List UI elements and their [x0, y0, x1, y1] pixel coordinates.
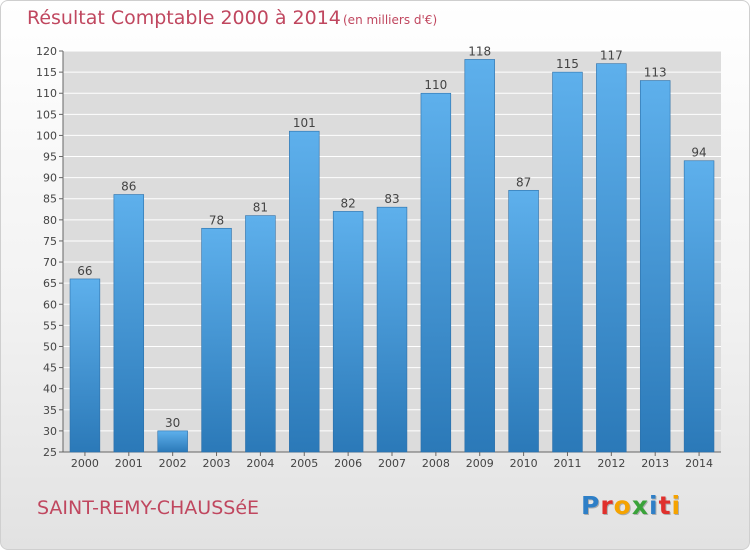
x-tick-label: 2002	[159, 457, 187, 470]
y-tick-label: 55	[43, 319, 57, 332]
x-tick-label: 2001	[115, 457, 143, 470]
y-tick-label: 85	[43, 193, 57, 206]
y-tick-label: 35	[43, 404, 57, 417]
x-tick-label: 2000	[71, 457, 99, 470]
logo-letter: i	[671, 491, 682, 520]
bar	[420, 92, 452, 453]
x-tick-label: 2003	[203, 457, 231, 470]
data-label: 66	[77, 264, 92, 278]
y-tick-label: 75	[43, 235, 57, 248]
y-tick-label: 60	[43, 298, 57, 311]
data-label: 117	[600, 49, 623, 63]
data-label: 86	[121, 180, 136, 194]
y-tick-label: 90	[43, 172, 57, 185]
bar	[245, 215, 276, 453]
x-tick-label: 2012	[597, 457, 625, 470]
y-tick-label: 110	[36, 87, 57, 100]
logo-letter: P	[581, 491, 601, 520]
y-tick-label: 120	[36, 45, 57, 58]
x-tick-label: 2009	[466, 457, 494, 470]
x-tick-label: 2004	[246, 457, 274, 470]
x-tick-label: 2006	[334, 457, 362, 470]
x-tick-label: 2008	[422, 457, 450, 470]
y-tick-label: 105	[36, 108, 57, 121]
logo-letter: r	[600, 491, 614, 520]
data-label: 115	[556, 57, 579, 71]
data-label: 30	[165, 416, 180, 430]
x-tick-label: 2014	[685, 457, 713, 470]
x-tick-label: 2010	[510, 457, 538, 470]
bar	[332, 211, 364, 453]
data-label: 78	[209, 213, 224, 227]
y-tick-label: 70	[43, 256, 57, 269]
data-label: 81	[253, 201, 268, 215]
bar	[289, 130, 320, 453]
y-tick-label: 115	[36, 66, 57, 79]
data-label: 83	[384, 192, 399, 206]
y-tick-label: 45	[43, 362, 57, 375]
data-label: 101	[293, 116, 316, 130]
bar	[157, 430, 188, 453]
data-label: 94	[691, 146, 706, 160]
data-label: 87	[516, 175, 531, 189]
bar	[201, 227, 232, 453]
bar	[69, 278, 101, 453]
chart-title: Résultat Comptable 2000 à 2014	[27, 7, 341, 29]
bar	[508, 189, 539, 453]
bar	[596, 63, 627, 453]
chart-unit: (en milliers d'€)	[343, 13, 438, 27]
data-label: 113	[644, 66, 667, 80]
logo-letter: i	[649, 491, 659, 520]
x-tick-label: 2005	[290, 457, 318, 470]
y-tick-label: 25	[43, 446, 57, 459]
bar	[683, 160, 715, 453]
proxiti-logo: Proxiti	[581, 491, 681, 520]
x-tick-label: 2011	[553, 457, 581, 470]
logo-letter: o	[613, 491, 632, 520]
bar	[376, 206, 408, 453]
x-tick-label: 2013	[641, 457, 669, 470]
y-tick-label: 100	[36, 129, 57, 142]
commune-name: SAINT-REMY-CHAUSSéE	[37, 497, 260, 519]
bar	[113, 194, 145, 453]
y-tick-label: 80	[43, 214, 57, 227]
y-tick-label: 30	[43, 425, 57, 438]
logo-letter: t	[658, 491, 672, 520]
bar	[464, 59, 495, 453]
logo-letter: x	[631, 491, 649, 520]
data-label: 118	[468, 44, 491, 58]
bar	[639, 80, 671, 453]
y-tick-label: 50	[43, 340, 57, 353]
data-label: 110	[424, 78, 447, 92]
y-tick-label: 95	[43, 151, 57, 164]
y-tick-label: 40	[43, 383, 57, 396]
x-tick-label: 2007	[378, 457, 406, 470]
y-tick-label: 65	[43, 277, 57, 290]
data-label: 82	[340, 196, 355, 210]
bar	[552, 71, 583, 453]
